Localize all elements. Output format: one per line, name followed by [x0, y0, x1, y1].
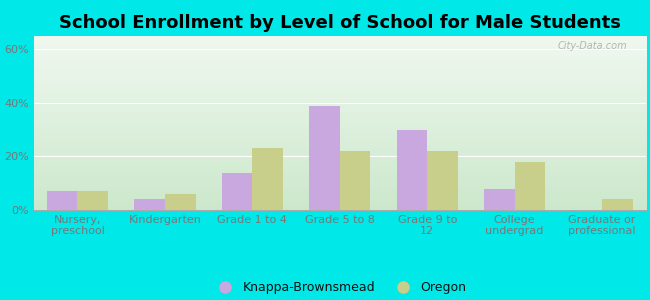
Bar — [252, 148, 283, 210]
Bar — [309, 106, 340, 210]
Bar — [602, 199, 632, 210]
Title: School Enrollment by Level of School for Male Students: School Enrollment by Level of School for… — [59, 14, 621, 32]
Text: City-Data.com: City-Data.com — [558, 41, 627, 51]
Bar — [340, 151, 370, 210]
Bar — [165, 194, 196, 210]
Bar — [396, 130, 427, 210]
Bar — [47, 191, 77, 210]
Legend: Knappa-Brownsmead, Oregon: Knappa-Brownsmead, Oregon — [208, 277, 472, 299]
Bar — [484, 189, 515, 210]
Bar — [427, 151, 458, 210]
Bar — [515, 162, 545, 210]
Bar — [135, 199, 165, 210]
Bar — [77, 191, 108, 210]
Bar — [222, 172, 252, 210]
